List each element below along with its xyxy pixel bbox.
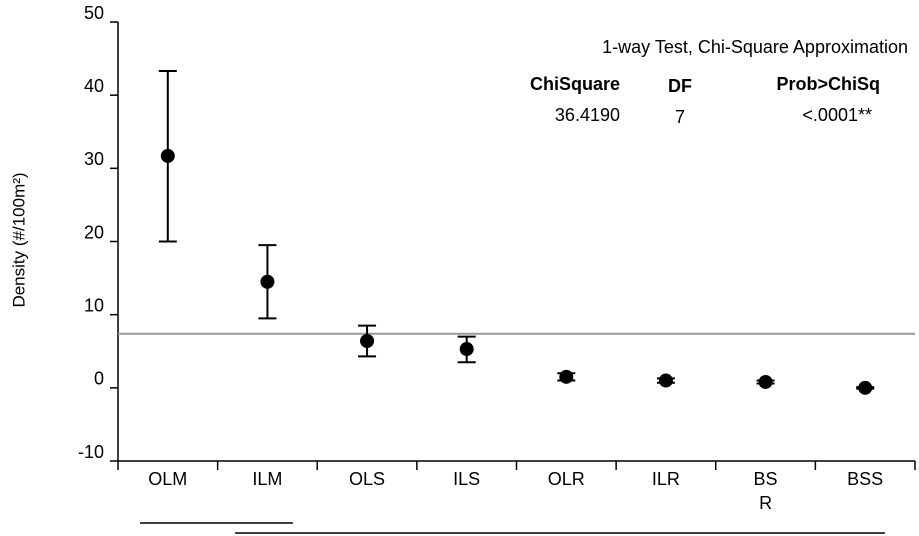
point	[459, 342, 474, 357]
point	[658, 373, 673, 388]
y-axis-label: Density (#/100m²)	[9, 172, 28, 307]
x-tick-label: ILR	[651, 469, 680, 489]
y-tick-label: 50	[84, 3, 104, 23]
point	[260, 274, 275, 289]
annotation-title: 1-way Test, Chi-Square Approximation	[602, 37, 908, 57]
annotation-header: Prob>ChiSq	[776, 74, 880, 94]
y-tick-label: 20	[84, 222, 104, 242]
x-tick-label: BS R	[753, 469, 778, 513]
y-tick-label: 0	[94, 369, 104, 389]
y-tick-label: -10	[78, 442, 104, 462]
point	[858, 380, 873, 395]
point	[160, 148, 175, 163]
y-tick-label: 30	[84, 149, 104, 169]
annotation-value: 7	[675, 107, 685, 127]
annotation-header: DF	[668, 76, 692, 96]
x-tick-label: OLM	[148, 469, 188, 489]
y-tick-label: 10	[84, 295, 104, 315]
x-tick-label: BSS	[847, 469, 884, 489]
point	[758, 374, 773, 389]
x-tick-label: OLR	[547, 469, 585, 489]
x-tick-label: ILM	[252, 469, 283, 489]
x-tick-label: OLS	[349, 469, 386, 489]
annotation-header: ChiSquare	[530, 74, 620, 94]
annotation-value: 36.4190	[555, 105, 620, 125]
annotation-value: <.0001**	[802, 105, 872, 125]
x-tick-label: ILS	[453, 469, 481, 489]
y-tick-label: 40	[84, 76, 104, 96]
point	[559, 369, 574, 384]
point	[360, 334, 375, 349]
